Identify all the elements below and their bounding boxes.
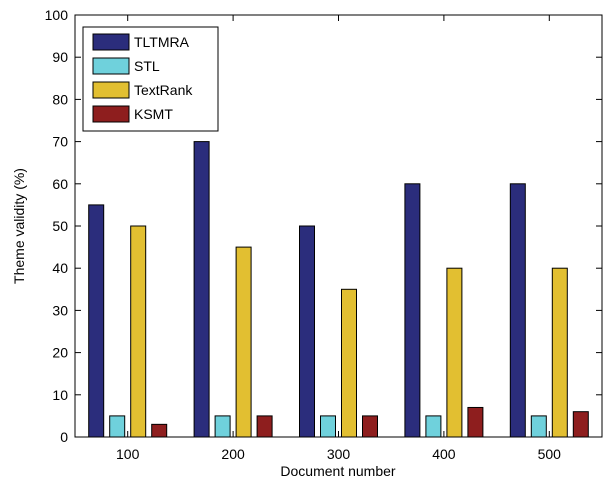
bar-ksmt-400 — [467, 406, 484, 438]
y-tick-label: 30 — [52, 302, 68, 318]
bar-tltmra-500 — [509, 183, 526, 438]
y-tick-label: 50 — [52, 218, 68, 234]
bar-textrank-100 — [130, 225, 147, 438]
bar-ksmt-200 — [256, 415, 273, 438]
x-axis-label: Document number — [280, 463, 396, 479]
bar-textrank-400 — [446, 267, 463, 438]
x-tick-label: 200 — [221, 446, 245, 462]
bar-textrank-300 — [341, 288, 357, 438]
y-tick-label: 100 — [45, 7, 69, 23]
x-axis: 100 200 300 400 500 — [116, 15, 561, 462]
y-tick-label: 80 — [52, 91, 68, 107]
bar-textrank-500 — [551, 267, 568, 438]
y-tick-label: 40 — [52, 260, 68, 276]
bar-stl-500 — [530, 415, 547, 438]
bar-ksmt-300 — [362, 415, 378, 438]
y-tick-label: 0 — [60, 429, 68, 445]
y-tick-label: 70 — [52, 134, 68, 150]
x-tick-label: 500 — [538, 446, 562, 462]
bar-tltmra-300 — [299, 225, 315, 438]
legend-label-stl: STL — [134, 58, 160, 74]
legend: TLTMRA STL TextRank KSMT — [82, 26, 219, 132]
bar-ksmt-100 — [151, 423, 168, 438]
y-tick-label: 90 — [52, 49, 68, 65]
x-tick-label: 300 — [327, 446, 351, 462]
x-tick-label: 400 — [432, 446, 456, 462]
legend-swatch-ksmt — [92, 105, 130, 123]
legend-swatch-textrank — [92, 81, 130, 99]
y-axis: 0 10 20 30 40 50 60 70 80 90 100 — [45, 7, 602, 445]
bar-tltmra-400 — [404, 183, 421, 438]
y-tick-label: 60 — [52, 176, 68, 192]
legend-label-textrank: TextRank — [134, 82, 193, 98]
bar-textrank-200 — [235, 246, 252, 438]
bar-stl-400 — [425, 415, 442, 438]
x-tick-label: 100 — [116, 446, 140, 462]
bar-stl-200 — [214, 415, 231, 438]
y-axis-label: Theme validity (%) — [11, 168, 27, 284]
legend-swatch-tltmra — [92, 33, 130, 51]
y-tick-label: 20 — [52, 345, 68, 361]
legend-swatch-stl — [92, 57, 130, 75]
legend-label-ksmt: KSMT — [134, 106, 173, 122]
bar-ksmt-500 — [572, 411, 589, 438]
bar-tltmra-200 — [193, 141, 210, 438]
bar-stl-100 — [109, 415, 126, 438]
legend-label-tltmra: TLTMRA — [134, 34, 190, 50]
bar-tltmra-100 — [88, 204, 105, 438]
y-tick-label: 10 — [52, 387, 68, 403]
bar-stl-300 — [320, 415, 336, 438]
bar-series-group — [88, 141, 589, 438]
